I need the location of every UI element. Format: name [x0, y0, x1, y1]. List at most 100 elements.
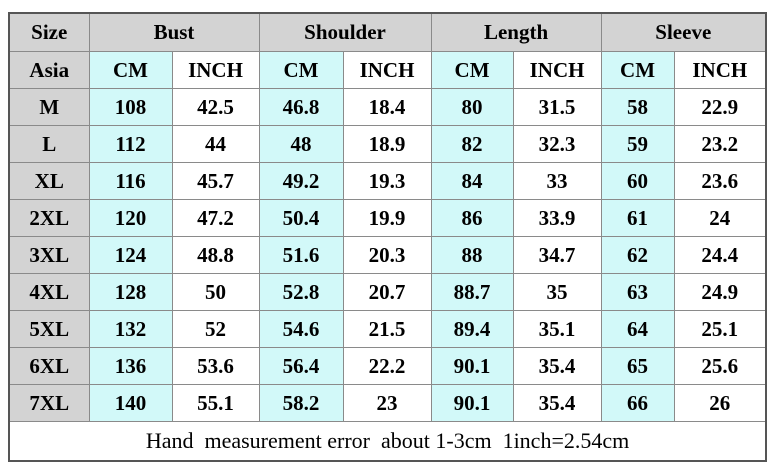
measurement-cell: 88	[430, 236, 514, 274]
measurement-cell: 26	[673, 384, 767, 422]
unit-header: CM	[258, 51, 344, 89]
measurement-cell: 20.7	[342, 273, 432, 311]
measurement-cell: 35.4	[512, 347, 602, 385]
measurement-cell: 24.9	[673, 273, 767, 311]
measurement-cell: 66	[600, 384, 675, 422]
measurement-cell: 63	[600, 273, 675, 311]
table-row: 6XL 136 53.6 56.4 22.2 90.1 35.4 65 25.6	[8, 347, 767, 385]
size-cell: M	[8, 88, 90, 126]
size-chart: Size Bust Shoulder Length Sleeve Asia CM INCH CM…	[8, 12, 768, 462]
unit-header: CM	[430, 51, 514, 89]
measurement-cell: 35.4	[512, 384, 602, 422]
measurement-cell: 84	[430, 162, 514, 200]
footnote: Hand measurement error about 1-3cm 1inch…	[8, 421, 767, 462]
measurement-cell: 116	[88, 162, 173, 200]
measurement-cell: 53.6	[171, 347, 260, 385]
measurement-cell: 86	[430, 199, 514, 237]
size-cell: XL	[8, 162, 90, 200]
measurement-cell: 112	[88, 125, 173, 163]
table-row: L 112 44 48 18.9 82 32.3 59 23.2	[8, 125, 767, 163]
group-header: Length	[430, 12, 602, 52]
unit-header: CM	[88, 51, 173, 89]
measurement-cell: 33	[512, 162, 602, 200]
measurement-cell: 19.9	[342, 199, 432, 237]
measurement-cell: 22.2	[342, 347, 432, 385]
measurement-cell: 42.5	[171, 88, 260, 126]
region-header: Asia	[8, 51, 90, 89]
size-cell: 6XL	[8, 347, 90, 385]
measurement-cell: 132	[88, 310, 173, 348]
measurement-cell: 48	[258, 125, 344, 163]
measurement-cell: 33.9	[512, 199, 602, 237]
measurement-cell: 46.8	[258, 88, 344, 126]
table-row: M 108 42.5 46.8 18.4 80 31.5 58 22.9	[8, 88, 767, 126]
measurement-cell: 35.1	[512, 310, 602, 348]
measurement-cell: 24	[673, 199, 767, 237]
measurement-cell: 51.6	[258, 236, 344, 274]
size-cell: 7XL	[8, 384, 90, 422]
measurement-cell: 23.6	[673, 162, 767, 200]
measurement-cell: 120	[88, 199, 173, 237]
measurement-cell: 31.5	[512, 88, 602, 126]
measurement-cell: 64	[600, 310, 675, 348]
size-cell: 2XL	[8, 199, 90, 237]
group-header: Bust	[88, 12, 260, 52]
measurement-cell: 22.9	[673, 88, 767, 126]
size-cell: L	[8, 125, 90, 163]
measurement-cell: 48.8	[171, 236, 260, 274]
measurement-cell: 18.4	[342, 88, 432, 126]
group-header: Sleeve	[600, 12, 767, 52]
table-row: Hand measurement error about 1-3cm 1inch…	[8, 421, 767, 462]
measurement-cell: 24.4	[673, 236, 767, 274]
measurement-cell: 82	[430, 125, 514, 163]
size-cell: 4XL	[8, 273, 90, 311]
table-row: Asia CM INCH CM INCH CM INCH CM INCH	[8, 51, 767, 89]
measurement-cell: 90.1	[430, 384, 514, 422]
measurement-cell: 32.3	[512, 125, 602, 163]
measurement-cell: 52.8	[258, 273, 344, 311]
measurement-cell: 19.3	[342, 162, 432, 200]
table-row: 4XL 128 50 52.8 20.7 88.7 35 63 24.9	[8, 273, 767, 311]
measurement-cell: 34.7	[512, 236, 602, 274]
measurement-cell: 35	[512, 273, 602, 311]
measurement-cell: 59	[600, 125, 675, 163]
measurement-cell: 21.5	[342, 310, 432, 348]
measurement-cell: 50.4	[258, 199, 344, 237]
measurement-cell: 56.4	[258, 347, 344, 385]
measurement-cell: 49.2	[258, 162, 344, 200]
measurement-cell: 44	[171, 125, 260, 163]
measurement-cell: 140	[88, 384, 173, 422]
table-row: 5XL 132 52 54.6 21.5 89.4 35.1 64 25.1	[8, 310, 767, 348]
measurement-cell: 108	[88, 88, 173, 126]
measurement-cell: 80	[430, 88, 514, 126]
measurement-cell: 88.7	[430, 273, 514, 311]
measurement-cell: 45.7	[171, 162, 260, 200]
measurement-cell: 47.2	[171, 199, 260, 237]
measurement-cell: 52	[171, 310, 260, 348]
measurement-cell: 50	[171, 273, 260, 311]
measurement-cell: 90.1	[430, 347, 514, 385]
measurement-cell: 54.6	[258, 310, 344, 348]
measurement-cell: 128	[88, 273, 173, 311]
measurement-cell: 25.1	[673, 310, 767, 348]
table-row: 7XL 140 55.1 58.2 23 90.1 35.4 66 26	[8, 384, 767, 422]
measurement-cell: 61	[600, 199, 675, 237]
table-row: 2XL 120 47.2 50.4 19.9 86 33.9 61 24	[8, 199, 767, 237]
measurement-cell: 136	[88, 347, 173, 385]
measurement-cell: 58.2	[258, 384, 344, 422]
measurement-cell: 62	[600, 236, 675, 274]
measurement-cell: 20.3	[342, 236, 432, 274]
measurement-cell: 23	[342, 384, 432, 422]
group-header: Shoulder	[258, 12, 432, 52]
measurement-cell: 25.6	[673, 347, 767, 385]
size-header: Size	[8, 12, 90, 52]
unit-header: INCH	[673, 51, 767, 89]
measurement-cell: 18.9	[342, 125, 432, 163]
table-row: XL 116 45.7 49.2 19.3 84 33 60 23.6	[8, 162, 767, 200]
measurement-cell: 65	[600, 347, 675, 385]
unit-header: INCH	[342, 51, 432, 89]
measurement-cell: 124	[88, 236, 173, 274]
measurement-cell: 23.2	[673, 125, 767, 163]
measurement-cell: 58	[600, 88, 675, 126]
